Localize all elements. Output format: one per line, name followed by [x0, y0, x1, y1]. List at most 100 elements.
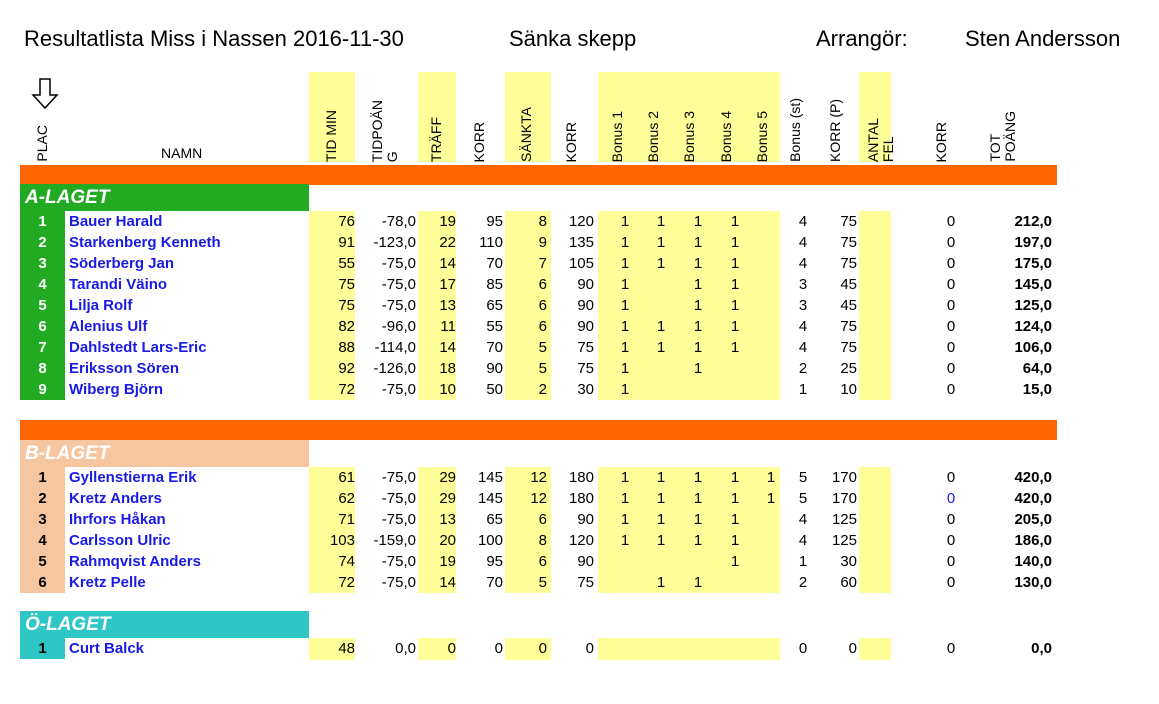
- cell-b4: 1: [730, 276, 740, 293]
- player-name: Kretz Pelle: [69, 574, 146, 591]
- player-name: Bauer Harald: [69, 213, 163, 230]
- cell-traff: 11: [440, 318, 456, 335]
- cell-korr2: 75: [577, 360, 594, 377]
- col-tot-poang: TOT POÄNG: [987, 111, 1018, 162]
- cell-tidp: -75,0: [381, 553, 416, 570]
- cell-korr3: 0: [946, 574, 956, 591]
- cell-b2: 1: [656, 490, 666, 507]
- cell-tidp: -75,0: [381, 381, 416, 398]
- cell-tid: 62: [338, 490, 355, 507]
- cell-korr3: 0: [946, 318, 956, 335]
- cell-b1: 1: [620, 381, 630, 398]
- cell-korr1: 55: [486, 318, 503, 335]
- cell-b4: [720, 358, 750, 379]
- cell-bst: 1: [798, 553, 808, 570]
- cell-b2: 1: [656, 318, 666, 335]
- table-row: 1 Curt Balck 48 0,0 0 0 0 0 0 0 0 0,0: [0, 638, 1159, 659]
- cell-b1: 1: [620, 469, 630, 486]
- col-plac: PLAC: [34, 125, 50, 162]
- table-row: 7 Dahlstedt Lars-Eric 88 -114,0 14 70 5 75 1 1 1 1 4…: [0, 337, 1159, 358]
- cell-b1: 1: [620, 234, 630, 251]
- place-cell: 8: [20, 358, 65, 379]
- cell-sankta: 6: [538, 297, 547, 314]
- cell-sankta: 2: [538, 381, 547, 398]
- cell-b1: 1: [620, 360, 630, 377]
- player-name: Carlsson Ulric: [69, 532, 171, 549]
- cell-tidp: -114,0: [374, 339, 416, 356]
- cell-b5: 1: [766, 469, 776, 486]
- cell-b2: [646, 295, 676, 316]
- cell-korr2: 90: [577, 318, 594, 335]
- cell-traff: 0: [447, 640, 456, 657]
- cell-tidp: -75,0: [381, 276, 416, 293]
- cell-korr2: 0: [585, 640, 594, 657]
- cell-b2: 1: [656, 213, 666, 230]
- cell-bst: 4: [798, 213, 808, 230]
- cell-traff: 10: [439, 381, 456, 398]
- cell-tot: 124,0: [1014, 318, 1052, 335]
- cell-korr2: 180: [568, 469, 594, 486]
- highlight-tid-min-b: [309, 467, 355, 593]
- cell-fel: [859, 467, 891, 488]
- cell-korr3: 0: [946, 553, 956, 570]
- table-row: 2 Starkenberg Kenneth 91 -123,0 22 110 9 135 1 1 1…: [0, 232, 1159, 253]
- cell-korrp: 170: [831, 490, 857, 507]
- cell-tid: 48: [338, 640, 355, 657]
- place-cell: 5: [20, 551, 65, 572]
- separator-bar: [20, 420, 1057, 440]
- cell-korrp: 45: [840, 276, 857, 293]
- cell-b2: 1: [656, 234, 666, 251]
- cell-traff: 17: [439, 276, 456, 293]
- cell-fel: [859, 638, 891, 659]
- cell-b3: [683, 551, 713, 572]
- cell-sankta: 12: [530, 469, 547, 486]
- cell-tot: 420,0: [1014, 469, 1052, 486]
- cell-b1: 1: [620, 318, 630, 335]
- cell-tot: 175,0: [1014, 255, 1052, 272]
- cell-bst: 0: [798, 640, 808, 657]
- cell-traff: 13: [439, 297, 456, 314]
- highlight-antal-fel: [859, 72, 891, 162]
- cell-fel: [859, 295, 891, 316]
- cell-b1: [610, 551, 640, 572]
- highlight-antal-fel-o: [859, 638, 891, 660]
- cell-traff: 14: [439, 255, 456, 272]
- cell-tid: 72: [338, 381, 355, 398]
- cell-fel: [859, 337, 891, 358]
- cell-korr1: 50: [486, 381, 503, 398]
- cell-b3: 1: [693, 213, 703, 230]
- highlight-bonus-a: [598, 211, 780, 400]
- cell-fel: [859, 509, 891, 530]
- team-label-b: B-LAGET: [20, 440, 309, 467]
- page-title: Resultatlista Miss i Nassen 2016-11-30: [24, 26, 404, 51]
- cell-b4: [720, 572, 750, 593]
- cell-korrp: 0: [848, 640, 857, 657]
- cell-b5: [756, 295, 786, 316]
- cell-korrp: 125: [831, 511, 857, 528]
- cell-korr1: 70: [486, 255, 503, 272]
- player-name: Tarandi Väino: [69, 276, 168, 293]
- highlight-traff-b: [418, 467, 456, 593]
- cell-bst: 1: [798, 381, 808, 398]
- cell-b5: [756, 232, 786, 253]
- cell-b1: [610, 638, 640, 659]
- cell-sankta: 0: [538, 640, 547, 657]
- cell-korr2: 90: [577, 297, 594, 314]
- col-traff: TRÄFF: [428, 116, 444, 162]
- table-row: 5 Lilja Rolf 75 -75,0 13 65 6 90 1 1 1 3 45 0 125,0: [0, 295, 1159, 316]
- col-bonus-5: Bonus 5: [754, 110, 770, 162]
- highlight-tid-min-a: [309, 211, 355, 400]
- cell-b4: 1: [730, 532, 740, 549]
- table-row: 3 Söderberg Jan 55 -75,0 14 70 7 105 1 1 1 1 4 75 0 175…: [0, 253, 1159, 274]
- cell-b2: 1: [656, 532, 666, 549]
- cell-korrp: 10: [840, 381, 857, 398]
- cell-korr1: 95: [486, 553, 503, 570]
- cell-b4: 1: [730, 318, 740, 335]
- cell-traff: 13: [439, 511, 456, 528]
- cell-b5: [756, 337, 786, 358]
- cell-b2: 1: [656, 469, 666, 486]
- place-cell: 6: [20, 316, 65, 337]
- cell-b4: 1: [730, 469, 740, 486]
- cell-tidp: -75,0: [381, 511, 416, 528]
- cell-tidp: -75,0: [381, 255, 416, 272]
